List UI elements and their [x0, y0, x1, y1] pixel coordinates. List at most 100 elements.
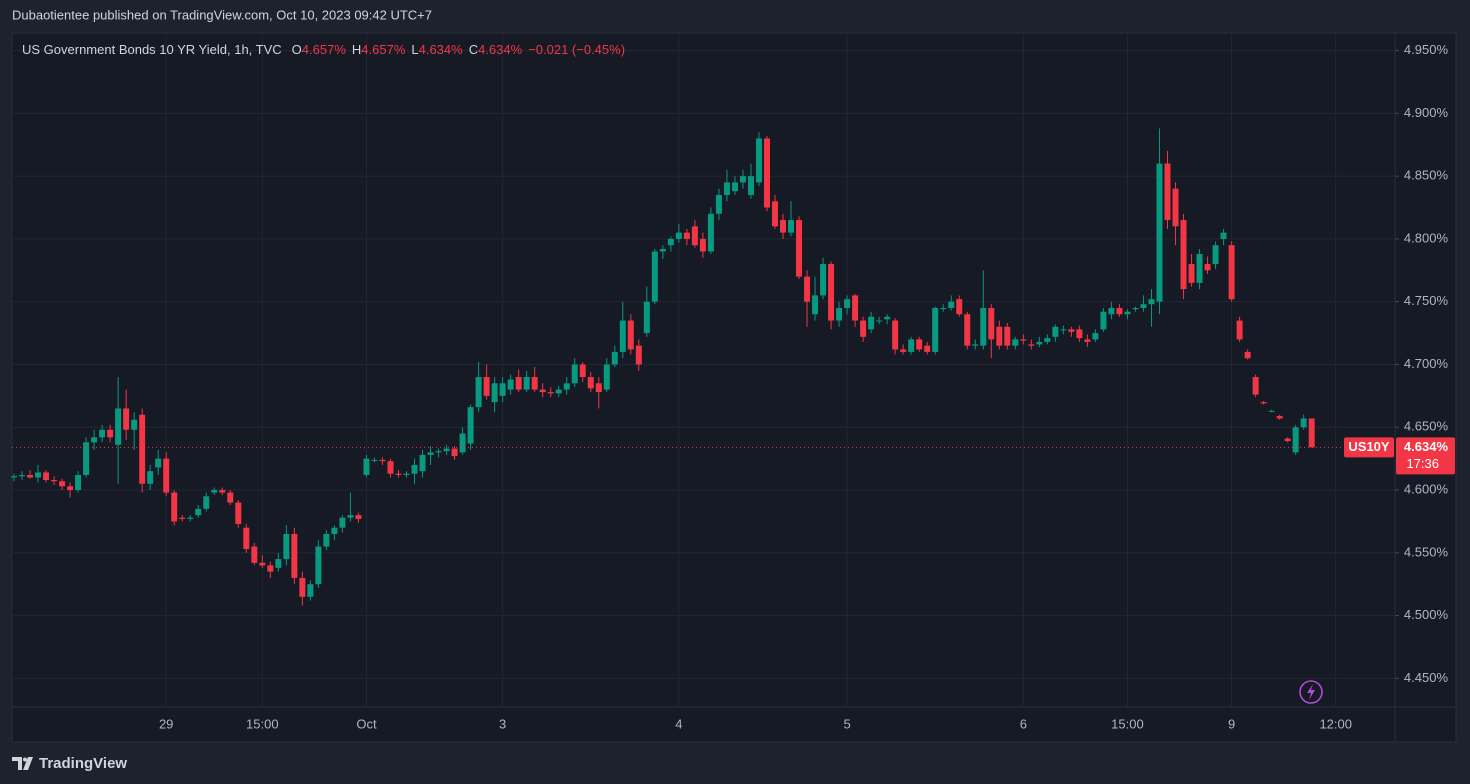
candle-body: [307, 584, 314, 597]
legend-value: 4.657%: [361, 42, 406, 57]
candle-body: [267, 565, 274, 572]
candle-body: [395, 473, 402, 475]
candle-body: [1284, 438, 1291, 442]
candle-body: [443, 448, 450, 452]
candle-body: [651, 251, 658, 302]
candle-body: [179, 517, 186, 519]
candle-body: [876, 320, 883, 322]
candle-body: [251, 546, 258, 563]
candle-body: [1020, 339, 1027, 341]
y-tick-label: 4.700%: [1404, 356, 1449, 371]
candle-body: [491, 383, 498, 403]
candle-body: [1172, 188, 1179, 227]
candle-body: [996, 326, 1003, 346]
candle-body: [515, 377, 522, 390]
candle-body: [1060, 329, 1067, 331]
candle-body: [763, 138, 770, 208]
candle-body: [972, 344, 979, 346]
candle-body: [1244, 351, 1251, 359]
candle-body: [475, 377, 482, 408]
candle-body: [988, 307, 995, 340]
candle-body: [1276, 415, 1283, 419]
candle-body: [315, 546, 322, 585]
candle-body: [964, 314, 971, 346]
chart-frame: [11, 32, 1457, 743]
y-tick-label: 4.800%: [1404, 230, 1449, 245]
candle-body: [780, 220, 787, 233]
candle-body: [187, 517, 194, 519]
candle-body: [323, 533, 330, 547]
candle-body: [91, 437, 98, 443]
candle-body: [1044, 338, 1051, 342]
candle-body: [980, 307, 987, 346]
candle-body: [355, 515, 362, 519]
candle-body: [331, 527, 338, 534]
candle-body: [1132, 307, 1139, 310]
candle-body: [747, 176, 754, 195]
y-tick-label: 4.500%: [1404, 607, 1449, 622]
candle-body: [691, 226, 698, 246]
y-tick-label: 4.650%: [1404, 419, 1449, 434]
candle-body: [707, 213, 714, 252]
candle-body: [11, 476, 18, 478]
legend-key: L: [411, 42, 418, 57]
symbol-label: US10Y: [1348, 439, 1390, 454]
candle-body: [723, 182, 730, 195]
legend-key: C: [469, 42, 478, 57]
candle-body: [131, 419, 138, 430]
candle-body: [804, 276, 811, 302]
candle-body: [1220, 232, 1227, 239]
candle-body: [683, 232, 690, 239]
candle-body: [291, 533, 298, 578]
candle-body: [932, 307, 939, 352]
candle-body: [1036, 341, 1043, 345]
candle-body: [892, 320, 899, 350]
countdown-label: 17:36: [1406, 456, 1439, 471]
candle-body: [579, 364, 586, 378]
candle-body: [908, 339, 915, 352]
candle-body: [1164, 163, 1171, 221]
candle-body: [467, 407, 474, 444]
y-tick-label: 4.900%: [1404, 105, 1449, 120]
candle-body: [379, 459, 386, 462]
candle-body: [523, 377, 530, 390]
x-tick-label: Oct: [356, 716, 377, 731]
legend-key: H: [352, 42, 361, 57]
candle-body: [435, 451, 442, 453]
x-tick-label: 15:00: [1111, 716, 1144, 731]
candle-body: [1116, 307, 1123, 315]
grid: 4.450% 4.500% 4.550% 4.600% 4.650% 4.700% 4.75…: [12, 33, 1448, 731]
candle-body: [587, 377, 594, 389]
candle-body: [1148, 299, 1155, 305]
symbol-tag: [1344, 437, 1394, 458]
candle-body: [243, 527, 250, 550]
alert-icon[interactable]: [1299, 680, 1323, 704]
candle-body: [828, 264, 835, 321]
footer-brand: TradingView: [39, 755, 127, 772]
candle-body: [916, 339, 923, 350]
legend-key: O: [292, 42, 302, 57]
candle-body: [611, 351, 618, 365]
candle-body: [227, 492, 234, 503]
candle-body: [299, 577, 306, 597]
candle-body: [203, 496, 210, 509]
candle-body: [459, 433, 466, 453]
candle-body: [675, 232, 682, 239]
legend-change: −0.021 (−0.45%): [528, 42, 625, 57]
x-tick-label: 4: [675, 716, 682, 731]
candle-body: [812, 295, 819, 315]
price-tag: [1396, 437, 1455, 475]
legend-value: 4.634%: [419, 42, 464, 57]
candle-body: [924, 345, 931, 352]
candle-body: [1180, 220, 1187, 290]
candle-body: [347, 515, 354, 518]
candle-body: [755, 138, 762, 183]
candle-body: [43, 472, 50, 480]
candle-body: [948, 301, 955, 308]
tradingview-logo: [12, 757, 33, 770]
candle-body: [235, 502, 242, 524]
candle-body: [1292, 427, 1299, 453]
candle-body: [1068, 329, 1075, 332]
candle-body: [99, 429, 106, 438]
